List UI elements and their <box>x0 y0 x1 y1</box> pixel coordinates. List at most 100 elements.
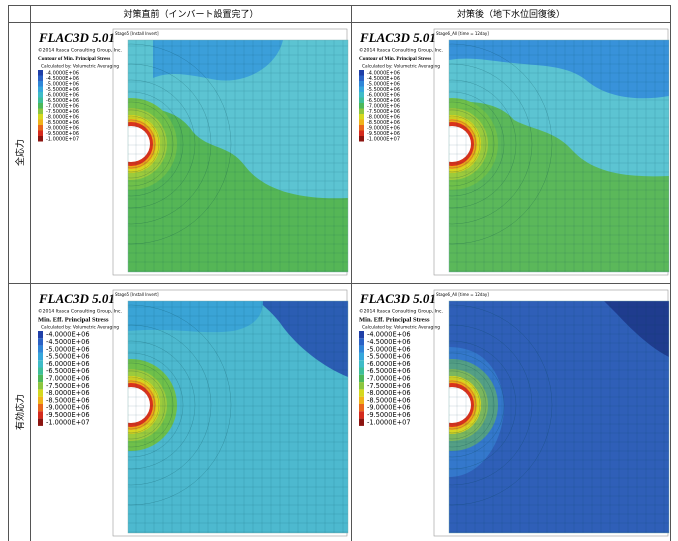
row-label-text: 全応力 <box>15 139 26 167</box>
legend-swatch <box>359 352 364 361</box>
legend-swatch <box>38 114 43 120</box>
legend-label: -4.0000E+06 <box>46 70 79 76</box>
legend-swatch <box>359 338 364 346</box>
legend-label: -5.5000E+06 <box>367 87 400 93</box>
contour-region <box>128 40 348 199</box>
row-label: 有効応力 <box>8 284 30 541</box>
legend-swatch <box>38 75 43 81</box>
copyright: ©2014 Itasca Consulting Group, Inc. <box>359 47 443 54</box>
legend-swatch <box>38 404 43 412</box>
legend-swatch <box>359 374 364 383</box>
legend-label: -4.0000E+06 <box>367 331 411 339</box>
legend-swatch <box>359 331 364 339</box>
legend-swatch <box>38 360 43 368</box>
legend-title: Min. Eff. Principal Stress <box>359 316 430 323</box>
mesh-ring <box>449 362 495 448</box>
row-label: 全応力 <box>8 23 30 283</box>
copyright: ©2014 Itasca Consulting Group, Inc. <box>359 308 443 315</box>
border <box>30 5 31 541</box>
legend-title: Contour of Min. Principal Stress <box>38 56 110 62</box>
legend-swatch <box>38 119 43 125</box>
stage-label: Stage5 [Install Invert] <box>115 31 159 36</box>
legend-swatch <box>359 75 364 81</box>
mesh-ring <box>128 119 156 169</box>
legend-label: -5.5000E+06 <box>46 87 79 93</box>
stage-label: Stage6_All [time = 12day] <box>436 292 489 297</box>
legend-label: -6.5000E+06 <box>46 98 79 104</box>
legend-swatch <box>359 81 364 87</box>
legend-label: -9.5000E+06 <box>46 411 90 419</box>
legend-swatch <box>359 345 364 353</box>
contour-figure: FLAC3D 5.01 ©2014 Itasca Consulting Group… <box>359 289 670 537</box>
contour-area <box>449 301 669 533</box>
legend-label: -7.5000E+06 <box>46 109 79 115</box>
column-header: 対策後（地下水位回復後） <box>456 10 565 20</box>
legend-label: -5.0000E+06 <box>46 345 90 353</box>
contour-region <box>449 40 669 99</box>
mesh-ring <box>128 91 184 197</box>
legend-label: -1.0000E+07 <box>46 418 90 426</box>
legend-label: -6.5000E+06 <box>46 367 90 375</box>
mesh-ring <box>449 101 495 187</box>
mesh-ring <box>128 370 166 440</box>
contour-region <box>604 301 669 357</box>
software-title: FLAC3D 5.01 <box>38 30 115 45</box>
legend-label: -5.0000E+06 <box>367 81 400 87</box>
legend-label: -8.0000E+06 <box>46 389 90 397</box>
mesh-ring <box>128 63 212 225</box>
legend-swatch <box>359 103 364 109</box>
legend-swatch <box>38 81 43 87</box>
legend-swatch <box>38 367 43 375</box>
mesh-ring <box>449 79 517 209</box>
mesh-ring <box>449 340 517 470</box>
legend-title: Min. Eff. Principal Stress <box>38 316 109 323</box>
legend-label: -8.0000E+06 <box>367 114 400 120</box>
legend-label: -9.5000E+06 <box>46 131 79 137</box>
mesh-ring <box>449 370 487 440</box>
contour-border <box>448 39 670 273</box>
mesh-ring <box>128 324 212 486</box>
mesh-ring <box>128 352 184 458</box>
legend-swatch <box>359 114 364 120</box>
border <box>8 22 670 23</box>
contour-border <box>448 300 670 534</box>
mesh-ring <box>449 376 481 434</box>
stage-label: Stage5 [Install Invert] <box>115 292 159 297</box>
legend-swatch <box>359 404 364 412</box>
legend-label: -5.0000E+06 <box>46 81 79 87</box>
border <box>8 5 670 6</box>
mesh-ring <box>128 109 166 179</box>
legend-swatch <box>359 136 364 142</box>
legend-swatch <box>38 396 43 404</box>
software-title: FLAC3D 5.01 <box>359 291 436 306</box>
legend-label: -9.0000E+06 <box>46 125 79 131</box>
legend-swatch <box>359 382 364 390</box>
legend-swatch <box>38 130 43 136</box>
legend-label: -1.0000E+07 <box>46 136 79 142</box>
legend-label: -7.5000E+06 <box>367 382 411 390</box>
legend-swatch <box>359 367 364 375</box>
legend-label: -8.0000E+06 <box>46 114 79 120</box>
mesh-ring <box>128 380 156 430</box>
legend-swatch <box>359 360 364 368</box>
mesh-ring <box>128 79 196 209</box>
legend-swatch <box>38 352 43 361</box>
legend-swatch <box>359 108 364 114</box>
legend-swatch <box>359 125 364 131</box>
legend-label: -6.5000E+06 <box>367 98 400 104</box>
legend-label: -7.0000E+06 <box>367 103 400 109</box>
mesh-ring <box>449 91 505 197</box>
legend-label: -5.0000E+06 <box>367 345 411 353</box>
legend-swatch <box>38 382 43 390</box>
mesh-ring <box>449 304 553 506</box>
legend-swatch <box>359 119 364 125</box>
legend-label: -6.0000E+06 <box>367 360 411 368</box>
legend-label: -5.5000E+06 <box>367 353 411 361</box>
legend-swatch <box>38 411 43 419</box>
legend-swatch <box>38 389 43 397</box>
mesh-ring <box>449 115 481 173</box>
legend-label: -8.5000E+06 <box>367 120 400 126</box>
legend-swatch <box>38 125 43 131</box>
contour-area <box>128 301 348 533</box>
tunnel <box>449 126 471 162</box>
